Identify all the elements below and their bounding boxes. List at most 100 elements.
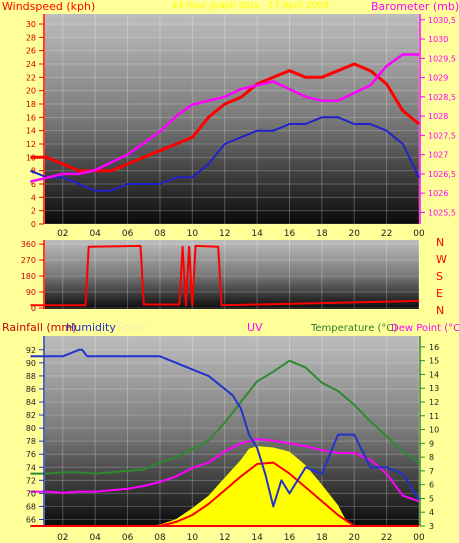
x-tick-label: 14: [251, 533, 263, 543]
temperature-tick-label: 14: [429, 370, 439, 379]
x-tick-label: 18: [316, 533, 328, 543]
temperature-axis: 3 4 5 6 7 8 9 10 11 12 13 14 15 16: [419, 336, 439, 531]
barometer-tick-label: 1028: [428, 112, 448, 121]
solar-area: [30, 446, 420, 526]
windspeed-tick-label: 28: [26, 33, 36, 42]
temperature-tick-label: 16: [429, 343, 439, 352]
humidity-tick-label: 84: [26, 398, 36, 407]
windspeed-tick-label: 26: [26, 47, 36, 56]
barometer-tick-label: 1029,5: [428, 54, 456, 63]
humidity-tick-label: 66: [26, 515, 36, 524]
degree-tick-label: 90: [26, 288, 36, 297]
x-tick-label: 22: [381, 533, 392, 543]
humidity-tick-label: 70: [26, 489, 36, 498]
humidity-tick-label: 92: [26, 346, 36, 355]
wind-grid: [45, 14, 420, 225]
x-tick-label: 04: [89, 229, 101, 239]
x-tick-label: 08: [154, 229, 166, 239]
humidity-tick-label: 74: [26, 463, 36, 472]
barometer-tick-label: 1029: [428, 74, 448, 83]
windspeed-tick-label: 0: [31, 220, 36, 229]
compass-label: S: [436, 270, 443, 283]
x-tick-label: 18: [316, 229, 328, 239]
humidity-line: [30, 348, 420, 508]
barometer-axis: 1025,5 1026 1026,5 1027 1027,5 1028 1028,5 1029…: [419, 14, 456, 224]
degree-tick-label: 270: [21, 256, 36, 265]
barometer-tick-label: 1025,5: [428, 208, 456, 217]
barometer-tick-label: 1028,5: [428, 93, 456, 102]
windspeed-tick-label: 14: [26, 127, 36, 136]
wind-plot-area: [45, 14, 419, 224]
windspeed-tick-label: 20: [26, 87, 36, 96]
windspeed-tick-label: 4: [31, 193, 36, 202]
humidity-tick-label: 80: [26, 424, 36, 433]
degree-tick-label: 360: [21, 240, 36, 249]
avg-wind-line: [30, 116, 420, 192]
barometer-line: [30, 53, 419, 183]
direction-grid: [45, 240, 420, 309]
humidity-tick-label: 76: [26, 450, 36, 459]
barometer-tick-label: 1026: [428, 189, 448, 198]
windspeed-title: Windspeed (kph): [2, 0, 95, 13]
barometer-title: Barometer (mb): [371, 0, 459, 13]
direction-degree-axis: 0 90 180 270 360: [21, 240, 45, 313]
graph-date-title: 24 hour graph data - 17 April 2009: [172, 1, 329, 11]
x-tick-label: 16: [284, 533, 296, 543]
x-tick-label: 14: [251, 229, 263, 239]
barometer-tick-label: 1030: [428, 35, 448, 44]
temperature-tick-label: 10: [429, 426, 439, 435]
windspeed-tick-label: 18: [26, 100, 36, 109]
x-tick-label: 08: [154, 533, 166, 543]
compass-label: N: [436, 236, 444, 249]
barometer-tick-label: 1027,5: [428, 131, 456, 140]
windspeed-tick-label: 16: [26, 113, 36, 122]
windspeed-tick-label: 12: [26, 140, 36, 149]
temperature-title: Temperature (°C): [310, 323, 397, 334]
x-tick-label: 10: [187, 533, 199, 543]
x-tick-label: 16: [284, 229, 296, 239]
direction-line: [30, 244, 420, 307]
windspeed-tick-label: 2: [31, 207, 36, 216]
barometer-tick-label: 1027: [428, 151, 448, 160]
humidity-axis: 66 68 70 72 74 76 78 80 82 84 86 88 90 92: [26, 336, 45, 526]
temperature-tick-label: 6: [429, 481, 434, 490]
x-tick-label: 02: [57, 533, 68, 543]
barometer-tick-label: 1030,5: [428, 16, 456, 25]
temperature-tick-label: 11: [429, 412, 439, 421]
temperature-tick-label: 13: [429, 384, 439, 393]
windspeed-tick-label: 30: [26, 20, 36, 29]
x-tick-label: 10: [187, 229, 199, 239]
x-tick-label: 22: [381, 229, 392, 239]
dewpoint-title: Dew Point (°C): [391, 323, 459, 334]
humidity-tick-label: 88: [26, 372, 36, 381]
direction-series: [30, 244, 420, 307]
x-tick-label: 02: [57, 229, 68, 239]
temperature-line: [30, 359, 420, 475]
uv-line: [30, 461, 419, 527]
dewpoint-line: [30, 438, 420, 503]
humidity-tick-label: 90: [26, 359, 36, 368]
x-tick-label: 20: [349, 533, 361, 543]
temperature-tick-label: 12: [429, 398, 439, 407]
compass-label: N: [436, 304, 444, 317]
temp-time-axis: 02 04 06 08 10 12 14 16 18 20 22 00: [57, 533, 425, 543]
temperature-tick-label: 9: [429, 439, 434, 448]
windspeed-tick-label: 22: [26, 73, 36, 82]
humidity-tick-label: 78: [26, 437, 36, 446]
x-tick-label: 12: [219, 533, 230, 543]
temperature-tick-label: 15: [429, 357, 439, 366]
temperature-tick-label: 5: [429, 494, 434, 503]
temperature-tick-label: 3: [429, 522, 434, 531]
solar-title: Solar: [117, 321, 146, 334]
x-tick-label: 04: [89, 533, 101, 543]
temperature-tick-label: 4: [429, 508, 434, 517]
windspeed-tick-label: 6: [31, 180, 36, 189]
barometer-tick-label: 1026,5: [428, 170, 456, 179]
humidity-tick-label: 82: [26, 411, 36, 420]
wind-series: [30, 53, 420, 192]
compass-label: E: [436, 287, 443, 300]
x-tick-label: 20: [349, 229, 361, 239]
x-tick-label: 06: [122, 229, 134, 239]
